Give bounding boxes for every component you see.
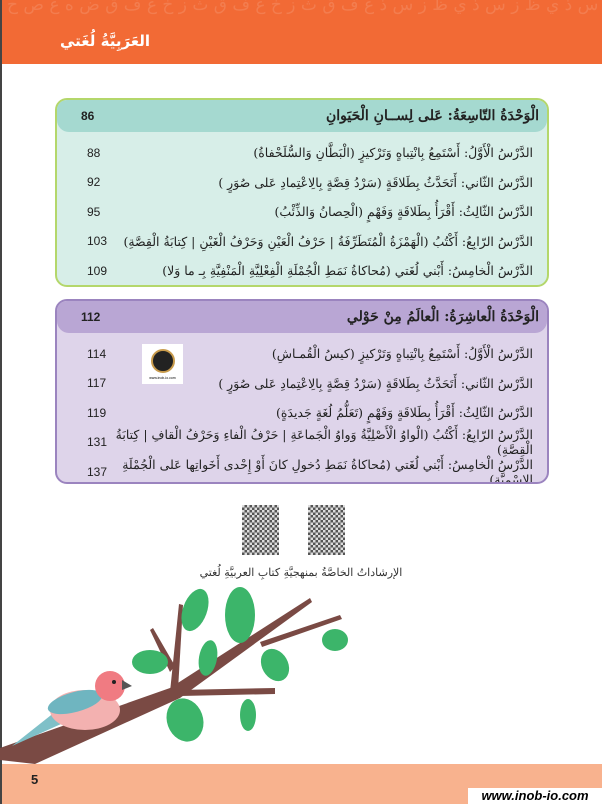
lesson-row[interactable]: الدَّرْسُ الْأَوَّلُ: أَسْتَمِعُ بِانْتِ… bbox=[57, 138, 547, 168]
bird-branch-illustration bbox=[0, 587, 348, 764]
page-header: ز س ذ ي ظ ز س ذ ي ظ ز س ذ غ ف ق ث ز خ غ … bbox=[2, 0, 602, 64]
logo-text: www.inob-io.com bbox=[149, 375, 176, 380]
lesson-row[interactable]: الدَّرْسُ الْأَوَّلُ: أَسْتَمِعُ بِانْتِ… bbox=[57, 339, 547, 369]
lesson-title: الدَّرْسُ الْخامِسُ: أَبْني لُغَتي (مُحا… bbox=[162, 263, 533, 279]
lesson-page: 117 bbox=[87, 376, 107, 391]
watermark-logo: www.inob-io.com bbox=[142, 344, 183, 384]
lesson-page: 92 bbox=[87, 175, 101, 190]
lesson-page: 114 bbox=[87, 346, 107, 361]
unit-page: 86 bbox=[81, 109, 95, 123]
lesson-title: الدَّرْسُ الْخامِسُ: أَبْني لُغَتي (مُحا… bbox=[122, 456, 533, 484]
lesson-row[interactable]: الدَّرْسُ الثّالِثُ: أَقْرَأُ بِطَلاقَةٍ… bbox=[57, 197, 547, 227]
lesson-page: 88 bbox=[87, 145, 101, 160]
lesson-page: 95 bbox=[87, 204, 101, 219]
unit-page: 112 bbox=[81, 310, 101, 324]
book-title: العَرَبِيَّةُ لُغَتي bbox=[60, 32, 151, 50]
leaves bbox=[132, 587, 348, 742]
eagle-icon bbox=[150, 348, 175, 373]
unit-10: الْوَحْدَةُ الْعاشِرَةُ: الْعالَمُ مِنْ … bbox=[55, 299, 549, 484]
unit-title: الْوَحْدَةُ الْعاشِرَةُ: الْعالَمُ مِنْ … bbox=[346, 309, 539, 325]
lesson-title: الدَّرْسُ الْأَوَّلُ: أَسْتَمِعُ بِانْتِ… bbox=[253, 145, 533, 161]
lesson-row[interactable]: الدَّرْسُ الثّالِثُ: أَقْرَأُ بِطَلاقَةٍ… bbox=[57, 398, 547, 428]
lesson-page: 103 bbox=[87, 234, 108, 249]
unit-header[interactable]: الْوَحْدَةُ الْعاشِرَةُ: الْعالَمُ مِنْ … bbox=[57, 301, 547, 333]
lesson-page: 109 bbox=[87, 263, 108, 278]
bird bbox=[12, 671, 132, 746]
unit-title: الْوَحْدَةُ التّاسِعَةُ: عَلى لِســانِ ا… bbox=[325, 108, 539, 124]
footer-watermark: www.inob-io.com bbox=[468, 788, 602, 804]
lesson-row[interactable]: الدَّرْسُ الثّاني: أَتَحَدَّثُ بِطَلاقَة… bbox=[57, 168, 547, 198]
lesson-row[interactable]: الدَّرْسُ الْخامِسُ: أَبْني لُغَتي (مُحا… bbox=[57, 456, 547, 484]
qr-code[interactable] bbox=[308, 505, 345, 555]
lesson-title: الدَّرْسُ الرّابِعُ: أَكْتُبُ (الْهَمْزَ… bbox=[123, 233, 533, 249]
lesson-row[interactable]: الدَّرْسُ الرّابِعُ: أَكْتُبُ (الْهَمْزَ… bbox=[57, 227, 547, 257]
branch bbox=[0, 598, 342, 764]
unit-9: الْوَحْدَةُ التّاسِعَةُ: عَلى لِســانِ ا… bbox=[55, 98, 549, 287]
lesson-page: 137 bbox=[87, 464, 108, 479]
unit-header[interactable]: الْوَحْدَةُ التّاسِعَةُ: عَلى لِســانِ ا… bbox=[57, 100, 547, 132]
qr-code[interactable] bbox=[242, 505, 279, 555]
lesson-title: الدَّرْسُ الْأَوَّلُ: أَسْتَمِعُ بِانْتِ… bbox=[271, 346, 533, 362]
lesson-row[interactable]: الدَّرْسُ الْخامِسُ: أَبْني لُغَتي (مُحا… bbox=[57, 256, 547, 285]
letter-pattern: ز س ذ ي ظ ز س ذ ي ظ ز س ذ غ ف ق ث ز خ غ … bbox=[2, 0, 602, 15]
lesson-row[interactable]: الدَّرْسُ الثّاني: أَتَحَدَّثُ بِطَلاقَة… bbox=[57, 369, 547, 399]
lesson-title: الدَّرْسُ الثّاني: أَتَحَدَّثُ بِطَلاقَة… bbox=[218, 375, 533, 391]
lesson-row[interactable]: الدَّرْسُ الرّابِعُ: أَكْتُبُ (الْواوُ ا… bbox=[57, 427, 547, 458]
lesson-title: الدَّرْسُ الرّابِعُ: أَكْتُبُ (الْواوُ ا… bbox=[115, 427, 533, 458]
lesson-page: 119 bbox=[87, 405, 107, 420]
page-number: 5 bbox=[31, 772, 39, 787]
lesson-title: الدَّرْسُ الثّالِثُ: أَقْرَأُ بِطَلاقَةٍ… bbox=[275, 405, 533, 421]
lesson-title: الدَّرْسُ الثّاني: أَتَحَدَّثُ بِطَلاقَة… bbox=[218, 174, 533, 190]
qr-caption: الإرشاداتُ الخاصَّةُ بمنهجيَّةِ كتابِ ال… bbox=[199, 566, 403, 579]
lesson-page: 131 bbox=[87, 435, 108, 450]
lesson-title: الدَّرْسُ الثّالِثُ: أَقْرَأُ بِطَلاقَةٍ… bbox=[274, 204, 533, 220]
page-edge bbox=[0, 0, 2, 804]
